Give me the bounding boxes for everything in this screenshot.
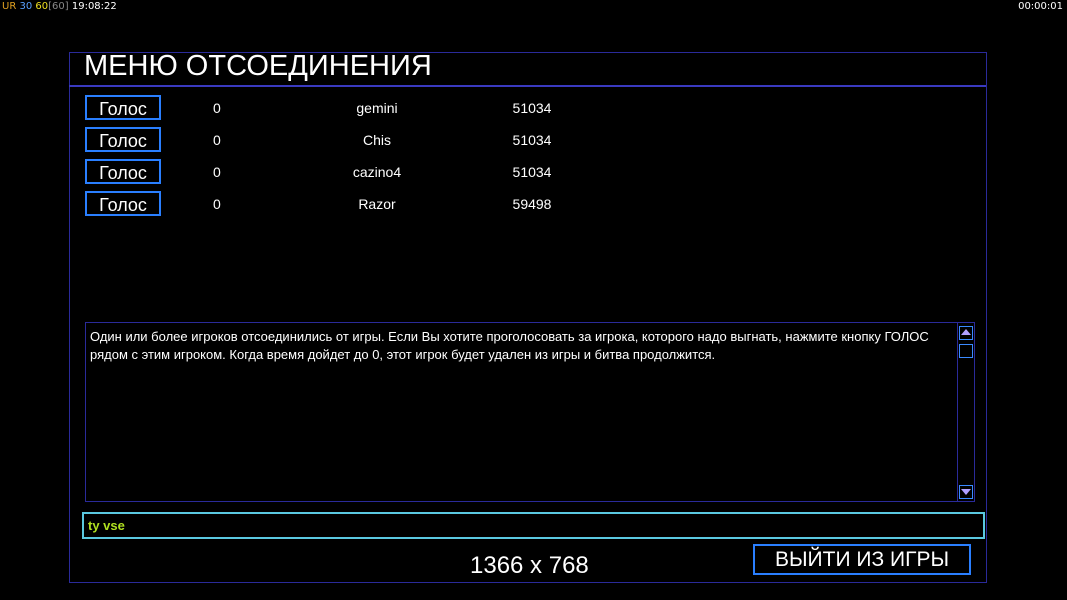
vote-button[interactable]: Голос bbox=[85, 191, 161, 216]
player-id: 59498 bbox=[512, 196, 552, 212]
scroll-down-button[interactable] bbox=[959, 485, 973, 499]
menu-title: МЕНЮ ОТСОЕДИНЕНИЯ bbox=[84, 50, 432, 82]
player-id: 51034 bbox=[512, 164, 552, 180]
vote-button[interactable]: Голос bbox=[85, 159, 161, 184]
player-id: 51034 bbox=[512, 132, 552, 148]
vote-count: 0 bbox=[213, 100, 221, 116]
scroll-up-button[interactable] bbox=[959, 326, 973, 340]
player-name: Razor bbox=[358, 196, 396, 212]
fps: 30 bbox=[19, 1, 33, 12]
arrow-down-icon bbox=[961, 489, 971, 495]
vote-button[interactable]: Голос bbox=[85, 95, 161, 120]
disconnect-menu-frame bbox=[69, 52, 987, 583]
player-name: gemini bbox=[356, 100, 398, 116]
player-name: cazino4 bbox=[352, 164, 402, 180]
scrollbar[interactable] bbox=[957, 323, 974, 501]
arrow-up-icon bbox=[961, 329, 971, 335]
player-name: Chis bbox=[362, 132, 391, 148]
message-box: Один или более игроков отсоединились от … bbox=[85, 322, 975, 502]
hud-stats: UR 30 60[60] 19:08:22 bbox=[2, 1, 117, 12]
player-id: 51034 bbox=[512, 100, 552, 116]
player-row: Голос 0 Razor 59498 bbox=[85, 191, 685, 218]
title-divider bbox=[69, 85, 986, 87]
vote-button[interactable]: Голос bbox=[85, 127, 161, 152]
chat-input[interactable] bbox=[82, 512, 985, 539]
exit-game-button[interactable]: ВЫЙТИ ИЗ ИГРЫ bbox=[753, 544, 971, 575]
vote-count: 0 bbox=[213, 164, 221, 180]
resolution-label: 1366 x 768 bbox=[470, 552, 589, 579]
player-row: Голос 0 cazino4 51034 bbox=[85, 159, 685, 186]
scroll-thumb[interactable] bbox=[959, 344, 973, 358]
player-row: Голос 0 Chis 51034 bbox=[85, 127, 685, 154]
clock-time: 19:08:22 bbox=[71, 1, 117, 12]
vote-count: 0 bbox=[213, 132, 221, 148]
ur-label: UR bbox=[2, 1, 17, 12]
fps-cap: [60] bbox=[48, 1, 69, 12]
player-row: Голос 0 gemini 51034 bbox=[85, 95, 685, 122]
fps-target: 60 bbox=[35, 1, 49, 12]
vote-count: 0 bbox=[213, 196, 221, 212]
game-timer: 00:00:01 bbox=[1018, 1, 1063, 12]
message-text: Один или более игроков отсоединились от … bbox=[90, 329, 929, 362]
